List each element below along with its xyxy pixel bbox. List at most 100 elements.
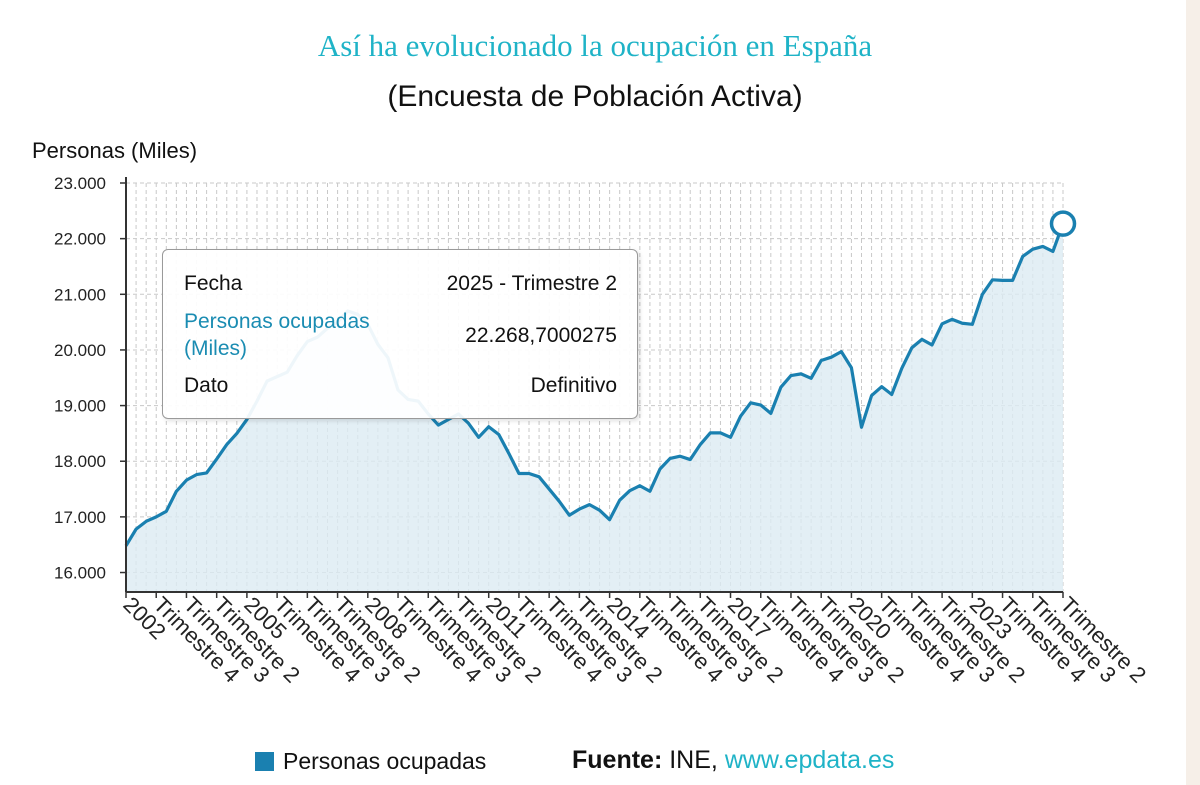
data-point — [648, 489, 652, 493]
data-point — [537, 475, 541, 479]
data-point — [225, 443, 229, 447]
tooltip-row-personas: Personas ocupadas (Miles) 22.268,7000275 — [184, 308, 617, 362]
data-point — [789, 374, 793, 378]
data-point — [880, 385, 884, 389]
data-point — [799, 372, 803, 376]
data-point — [497, 433, 501, 437]
y-tick-labels: 16.000 17.000 18.000 19.000 20.000 21.000 22.0… — [54, 174, 106, 583]
data-point — [598, 508, 602, 512]
data-point — [1011, 278, 1015, 282]
chart-subtitle: (Encuesta de Población Activa) — [387, 80, 803, 113]
data-point — [618, 498, 622, 502]
data-point — [1041, 244, 1045, 248]
data-point — [507, 451, 511, 455]
y-tick-label: 22.000 — [54, 230, 106, 249]
data-point — [215, 457, 219, 461]
y-tick-label: 21.000 — [54, 285, 106, 304]
data-point — [134, 527, 138, 531]
tooltip-value: 22.268,7000275 — [465, 324, 617, 347]
data-point — [779, 385, 783, 389]
chart-title: Así ha evolucionado la ocupación en Espa… — [317, 28, 873, 63]
data-point — [195, 473, 199, 477]
data-point — [567, 513, 571, 517]
data-point — [769, 411, 773, 415]
data-point — [980, 292, 984, 296]
chart-legend[interactable]: Personas ocupadas — [255, 748, 486, 775]
data-point — [638, 484, 642, 488]
data-point — [819, 359, 823, 363]
data-point — [668, 456, 672, 460]
tooltip-key: Fecha — [184, 272, 243, 295]
y-tick-label: 19.000 — [54, 397, 106, 416]
data-point — [970, 322, 974, 326]
data-point — [940, 322, 944, 326]
source-link[interactable]: www.epdata.es — [724, 746, 895, 774]
tooltip-value: Definitivo — [530, 374, 617, 397]
data-point — [487, 425, 491, 429]
data-point — [890, 392, 894, 396]
y-axis-label: Personas (Miles) — [32, 138, 198, 163]
tooltip-value: 2025 - Trimestre 2 — [446, 272, 617, 295]
data-point — [184, 478, 188, 482]
data-point — [154, 515, 158, 519]
data-point — [628, 489, 632, 493]
data-point — [829, 355, 833, 359]
data-point — [950, 317, 954, 321]
data-point — [587, 503, 591, 507]
source-org: INE, — [669, 746, 718, 774]
data-point — [960, 321, 964, 325]
data-point — [1001, 278, 1005, 282]
data-point — [658, 467, 662, 471]
y-tick-label: 17.000 — [54, 508, 106, 527]
data-point — [608, 518, 612, 522]
data-point — [477, 435, 481, 439]
legend-swatch — [255, 752, 274, 771]
data-point — [1031, 247, 1035, 251]
chart-axes — [125, 177, 1063, 593]
data-point — [739, 414, 743, 418]
source-credit: Fuente: INE, www.epdata.es — [572, 746, 894, 775]
tooltip-row-dato: Dato Definitivo — [184, 374, 617, 398]
legend-label: Personas ocupadas — [283, 748, 487, 774]
data-tooltip: Fecha 2025 - Trimestre 2 Personas ocupad… — [162, 249, 638, 419]
data-point — [698, 443, 702, 447]
data-point — [759, 403, 763, 407]
source-label: Fuente: — [572, 746, 663, 774]
y-tick-label: 16.000 — [54, 564, 106, 583]
data-point — [809, 376, 813, 380]
data-point — [910, 346, 914, 350]
data-point — [517, 471, 521, 475]
data-point — [859, 425, 863, 429]
series-area-fill — [126, 223, 1063, 592]
data-point — [718, 431, 722, 435]
data-point — [990, 278, 994, 282]
data-point — [547, 487, 551, 491]
data-point — [930, 343, 934, 347]
data-point — [678, 454, 682, 458]
data-point — [164, 509, 168, 513]
data-point — [577, 507, 581, 511]
y-tick-label: 23.000 — [54, 174, 106, 193]
data-point — [557, 499, 561, 503]
data-point — [174, 489, 178, 493]
hover-point-marker[interactable] — [1049, 210, 1077, 237]
data-point — [436, 423, 440, 427]
data-point — [1051, 249, 1055, 253]
data-point — [849, 366, 853, 370]
data-point — [729, 435, 733, 439]
data-point — [688, 458, 692, 462]
data-point — [144, 519, 148, 523]
data-point — [920, 337, 924, 341]
data-point — [235, 431, 239, 435]
data-point — [1021, 254, 1025, 258]
tooltip-key: Dato — [184, 374, 229, 397]
data-point — [708, 431, 712, 435]
data-point — [839, 350, 843, 354]
data-point — [527, 471, 531, 475]
data-point — [749, 401, 753, 405]
tooltip-key: Personas ocupadas (Miles) — [184, 310, 370, 360]
data-point — [205, 471, 209, 475]
data-point — [870, 394, 874, 398]
right-edge-strip — [1186, 0, 1200, 785]
